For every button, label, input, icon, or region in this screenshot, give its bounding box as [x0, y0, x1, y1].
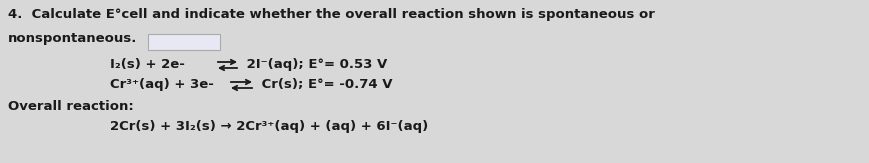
Text: Overall reaction:: Overall reaction: — [8, 100, 134, 113]
Text: 2I⁻(aq); E°= 0.53 V: 2I⁻(aq); E°= 0.53 V — [242, 58, 388, 71]
Text: I₂(s) + 2e-: I₂(s) + 2e- — [110, 58, 189, 71]
Text: Cr³⁺(aq) + 3e-: Cr³⁺(aq) + 3e- — [110, 78, 218, 91]
Text: Cr(s); E°= -0.74 V: Cr(s); E°= -0.74 V — [257, 78, 393, 91]
Text: nonspontaneous.: nonspontaneous. — [8, 32, 137, 45]
Text: 4.  Calculate E°cell and indicate whether the overall reaction shown is spontane: 4. Calculate E°cell and indicate whether… — [8, 8, 655, 21]
Bar — [148, 34, 220, 50]
Text: 2Cr(s) + 3I₂(s) → 2Cr³⁺(aq) + (aq) + 6I⁻(aq): 2Cr(s) + 3I₂(s) → 2Cr³⁺(aq) + (aq) + 6I⁻… — [110, 120, 428, 133]
